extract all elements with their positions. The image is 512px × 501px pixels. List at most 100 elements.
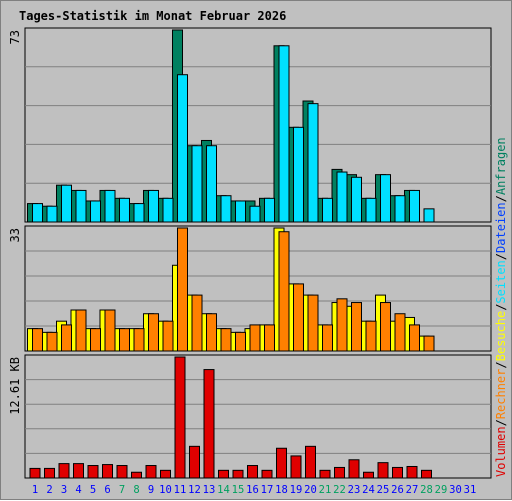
bar-volumen-day-20 (305, 445, 316, 479)
bar-volumen-day-2 (44, 467, 55, 479)
bar-volumen-day-22 (334, 466, 345, 479)
bar-rechner-day-28 (423, 335, 435, 352)
bar-volumen-day-17 (261, 469, 273, 479)
x-tick-label-day-26: 26 (391, 484, 404, 496)
x-tick-label-day-16: 16 (246, 484, 259, 496)
x-tick-label-day-2: 2 (46, 484, 52, 496)
legend: Volumen/Rechner/Besuche/Seiten/Dateien/A… (494, 137, 508, 477)
bar-dateien-day-27 (409, 189, 420, 223)
bar-rechner-day-18 (278, 231, 290, 352)
bar-volumen-day-1 (29, 467, 41, 479)
bar-dateien-day-5 (90, 200, 101, 223)
legend-text: Volumen/Rechner/Besuche/Seiten/Dateien/A… (494, 137, 508, 477)
x-tick-label-day-13: 13 (203, 484, 216, 496)
bar-rechner-day-3 (61, 324, 72, 352)
bar-rechner-day-21 (322, 324, 333, 352)
x-tick-label-day-3: 3 (61, 484, 67, 496)
panel-visits: 33 (8, 225, 492, 352)
legend-separator: / (494, 195, 508, 202)
x-tick-label-day-29: 29 (435, 484, 448, 496)
bar-rechner-day-11 (177, 227, 188, 352)
bar-rechner-day-4 (75, 309, 87, 352)
bar-rechner-day-17 (264, 324, 275, 352)
legend-separator: / (494, 253, 508, 260)
bar-rechner-day-14 (220, 328, 232, 352)
x-tick-label-day-8: 8 (133, 484, 139, 496)
bar-dateien-day-15 (235, 200, 246, 223)
x-tick-label-day-11: 11 (174, 484, 187, 496)
bar-dateien-day-7 (119, 197, 130, 223)
chart-panels: 73 33 12.61 KB (8, 27, 492, 479)
x-tick-label-day-9: 9 (148, 484, 154, 496)
legend-separator: / (494, 419, 508, 426)
bar-volumen-day-8 (131, 471, 142, 479)
panel-volume-border (24, 354, 492, 479)
bar-dateien-day-20 (307, 103, 319, 223)
x-tick-label-day-14: 14 (217, 484, 230, 496)
bar-volumen-day-25 (377, 462, 389, 479)
bar-volumen-day-14 (218, 469, 229, 479)
bar-dateien-day-22 (336, 171, 348, 223)
bar-dateien-day-17 (264, 197, 275, 223)
bar-volumen-day-27 (406, 465, 418, 479)
bar-rechner-day-9 (148, 313, 159, 352)
bar-rechner-day-6 (104, 309, 116, 352)
x-tick-label-day-20: 20 (304, 484, 317, 496)
bar-dateien-day-12 (191, 145, 203, 223)
bar-volumen-day-7 (116, 465, 128, 479)
bar-rechner-day-10 (162, 320, 174, 352)
bar-rechner-day-19 (293, 283, 304, 352)
bar-dateien-day-18 (278, 45, 290, 223)
bar-volumen-day-18 (276, 447, 287, 479)
bar-volumen-day-5 (87, 465, 99, 479)
x-tick-label-day-25: 25 (377, 484, 390, 496)
bar-dateien-day-9 (148, 189, 159, 223)
chart-title: Tages-Statistik im Monat Februar 2026 (19, 9, 286, 23)
bar-volumen-day-3 (58, 463, 70, 479)
panel-hits-border (24, 27, 492, 223)
bar-dateien-day-11 (177, 74, 188, 223)
bar-rechner-day-5 (90, 328, 101, 352)
bar-dateien-day-24 (365, 197, 377, 223)
bar-dateien-day-1 (32, 203, 43, 223)
bar-rechner-day-2 (46, 331, 58, 352)
bar-rechner-day-1 (32, 328, 43, 352)
bar-rechner-day-24 (365, 320, 377, 352)
legend-item-volumen: Volumen (494, 426, 508, 477)
bar-rechner-day-13 (206, 313, 217, 352)
x-tick-label-day-21: 21 (319, 484, 332, 496)
bar-volumen-day-19 (290, 455, 302, 479)
bar-dateien-day-13 (206, 145, 217, 223)
bar-volumen-day-16 (247, 465, 258, 479)
bar-volumen-day-9 (145, 465, 157, 479)
legend-separator: / (494, 304, 508, 311)
x-tick-label-day-10: 10 (159, 484, 172, 496)
legend-item-seiten: Seiten (494, 260, 508, 303)
bar-volumen-day-13 (203, 369, 215, 479)
bar-volumen-day-6 (102, 464, 113, 479)
bar-dateien-day-10 (162, 197, 174, 223)
bar-dateien-day-25 (380, 174, 391, 223)
x-tick-label-day-1: 1 (32, 484, 38, 496)
bar-volumen-day-26 (392, 466, 403, 479)
x-tick-label-day-19: 19 (290, 484, 303, 496)
bar-volumen-day-28 (421, 469, 432, 479)
legend-item-rechner: Rechner (494, 369, 508, 420)
bar-volumen-day-10 (160, 469, 171, 479)
bar-rechner-day-15 (235, 331, 246, 352)
x-tick-label-day-12: 12 (188, 484, 201, 496)
x-tick-label-day-22: 22 (333, 484, 346, 496)
x-tick-label-day-17: 17 (261, 484, 274, 496)
bar-volumen-day-23 (348, 459, 360, 479)
bar-volumen-day-24 (363, 471, 374, 479)
bar-volumen-day-21 (319, 469, 331, 479)
legend-item-besuche: Besuche (494, 311, 508, 362)
bar-rechner-day-22 (336, 298, 348, 352)
bar-dateien-day-16 (249, 205, 261, 223)
panel-hits: 73 (8, 27, 492, 223)
x-tick-label-day-7: 7 (119, 484, 125, 496)
x-tick-label-day-5: 5 (90, 484, 96, 496)
bar-dateien-day-8 (133, 203, 145, 223)
